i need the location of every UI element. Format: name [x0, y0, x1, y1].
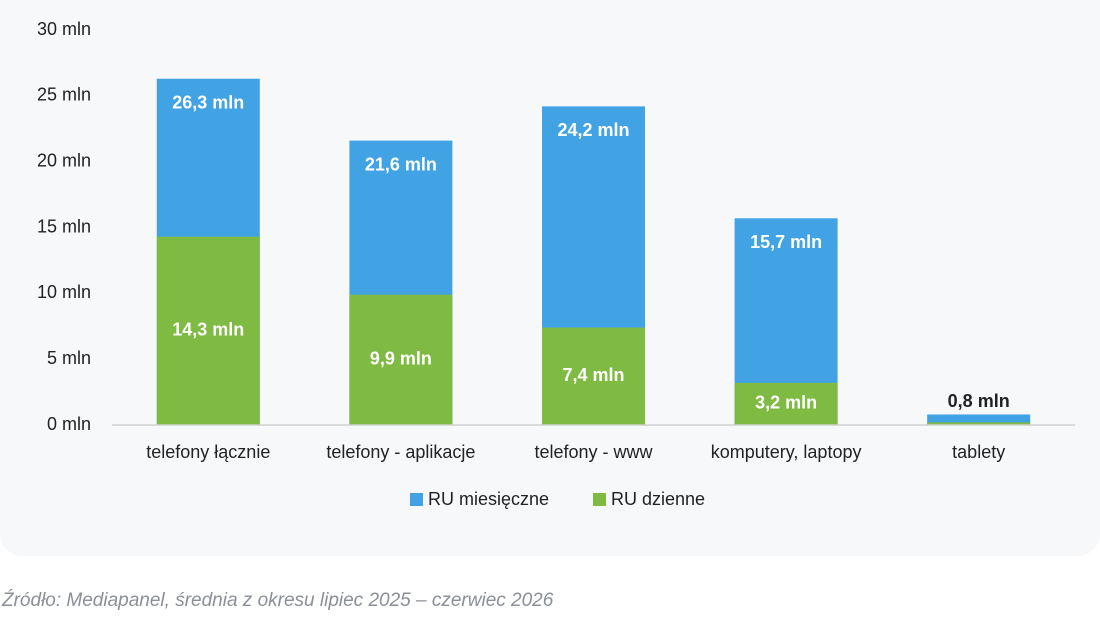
- data-label: 26,3 mln: [172, 92, 244, 112]
- legend-label: RU miesięczne: [428, 489, 549, 509]
- bar: [927, 414, 1031, 425]
- data-label: 7,4 mln: [562, 365, 624, 385]
- y-tick-label: 25 mln: [37, 85, 91, 105]
- data-label: 14,3 mln: [172, 320, 244, 340]
- legend-swatch: [593, 493, 606, 506]
- data-label: 21,6 mln: [365, 154, 437, 174]
- bar: [349, 294, 453, 425]
- y-tick-label: 15 mln: [37, 216, 91, 236]
- legend-swatch: [410, 493, 423, 506]
- data-label: 24,2 mln: [557, 120, 629, 140]
- y-tick-label: 0 mln: [47, 414, 91, 434]
- x-tick-label: tablety: [952, 442, 1005, 462]
- data-label: 15,7 mln: [750, 232, 822, 252]
- x-tick-label: telefony - www: [534, 442, 653, 462]
- bar: [542, 327, 645, 425]
- bar: [734, 382, 838, 425]
- y-tick-label: 30 mln: [37, 19, 91, 39]
- y-tick-label: 10 mln: [37, 282, 91, 302]
- x-tick-label: telefony łącznie: [146, 442, 270, 462]
- data-label: 0,8 mln: [948, 391, 1010, 411]
- legend-label: RU dzienne: [611, 489, 705, 509]
- x-tick-label: komputery, laptopy: [711, 442, 862, 462]
- source-note: Źródło: Mediapanel, średnia z okresu lip…: [2, 590, 554, 611]
- data-label: 9,9 mln: [370, 349, 432, 369]
- bar: [927, 422, 1031, 425]
- bar: [156, 236, 260, 425]
- chart: 0 mln 5 mln 10 mln 15 mln 20 mln 25 mln 30 mln…: [37, 19, 1075, 509]
- x-tick-label: telefony - aplikacje: [326, 442, 475, 462]
- y-tick-label: 20 mln: [37, 150, 91, 170]
- y-tick-label: 5 mln: [47, 348, 91, 368]
- data-label: 3,2 mln: [755, 393, 817, 413]
